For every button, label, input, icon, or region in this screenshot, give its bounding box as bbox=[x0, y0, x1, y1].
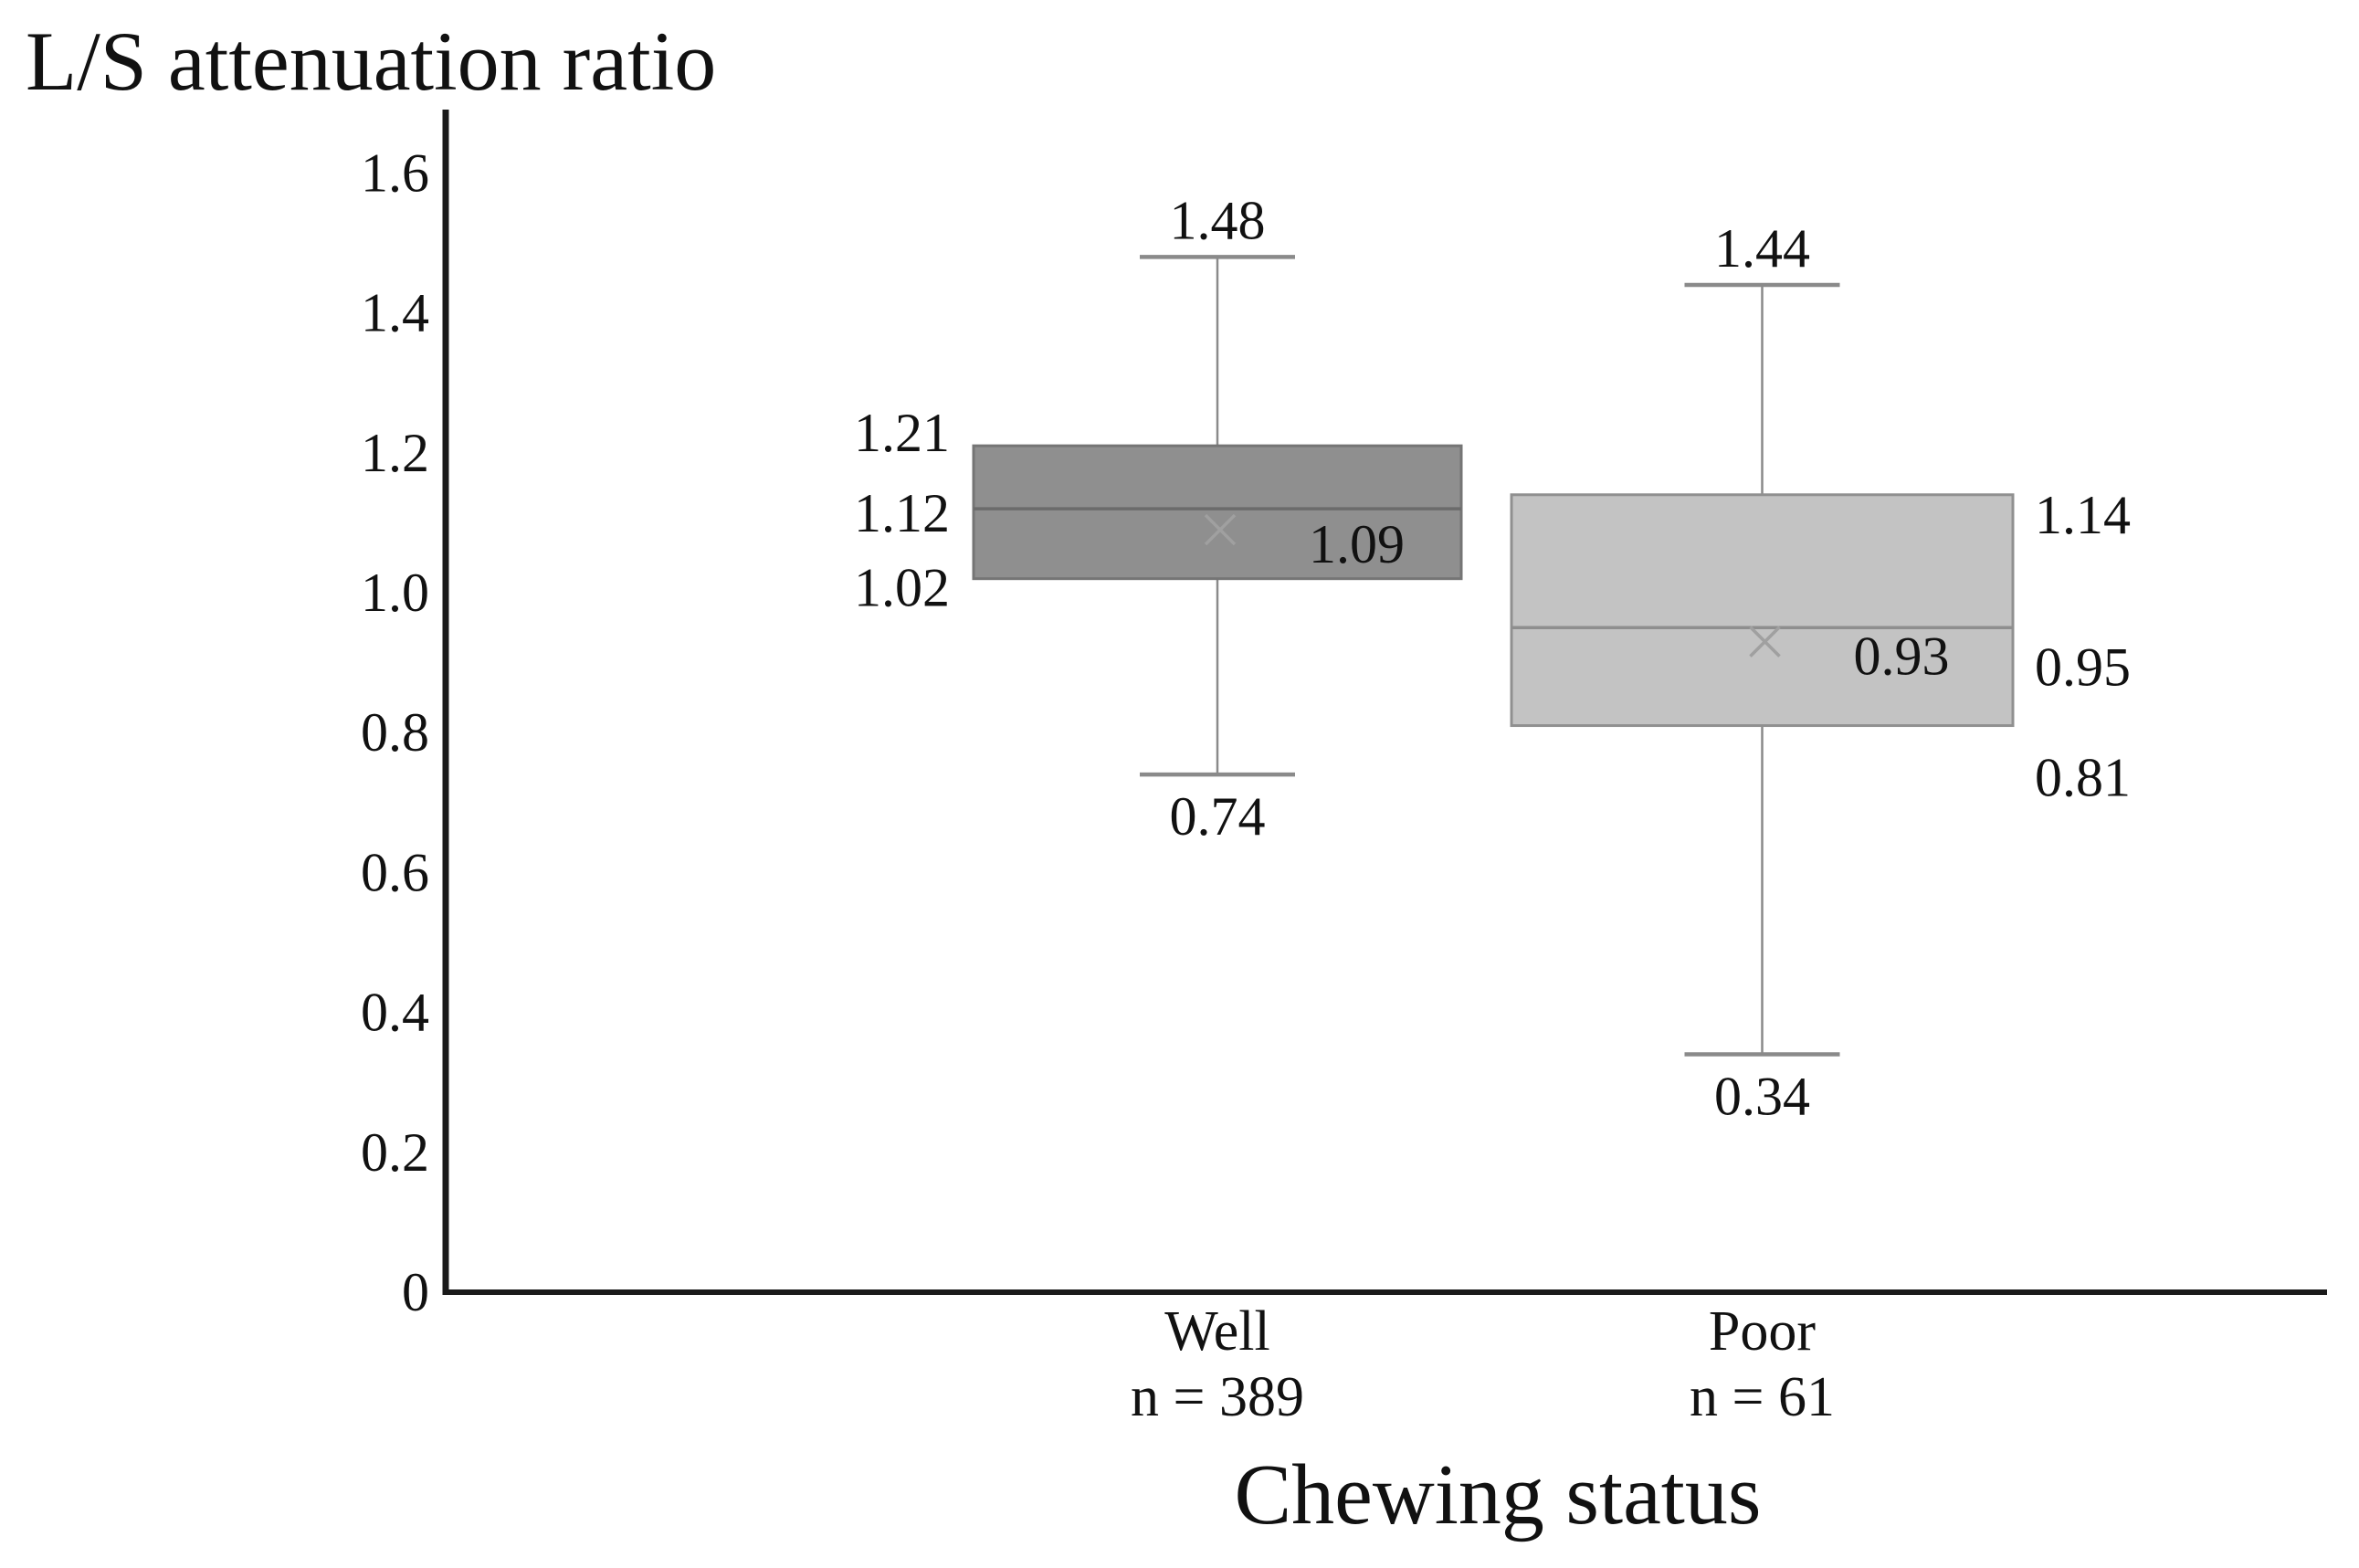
y-tick-label: 0.2 bbox=[361, 1122, 429, 1183]
mean-marker-poor bbox=[1749, 626, 1781, 658]
median-label-poor: 0.95 bbox=[2035, 637, 2131, 697]
max-label-poor: 1.44 bbox=[1714, 218, 1810, 279]
mean-marker-well bbox=[1204, 513, 1237, 546]
y-tick-label: 0.4 bbox=[361, 983, 429, 1043]
n-label-well: n = 389 bbox=[1131, 1366, 1304, 1428]
iqr-box-well bbox=[972, 444, 1463, 581]
y-tick-label: 0.8 bbox=[361, 702, 429, 763]
q1-label-well: 1.02 bbox=[854, 558, 950, 618]
y-tick-label: 1.6 bbox=[361, 142, 429, 203]
q3-label-poor: 1.14 bbox=[2035, 485, 2131, 545]
category-label-poor: Poor bbox=[1709, 1300, 1816, 1363]
plot-area: 1.6 1.4 1.2 1.0 0.8 0.6 0.4 0.2 0 1.09 1.48 0.74 1.2… bbox=[361, 110, 2327, 1428]
y-tick-label: 1.0 bbox=[361, 563, 429, 623]
chart-title: L/S attenuation ratio bbox=[26, 15, 716, 108]
min-label-well: 0.74 bbox=[1170, 786, 1266, 847]
category-label-well: Well bbox=[1164, 1300, 1270, 1363]
y-tick-label: 0 bbox=[402, 1262, 429, 1322]
max-label-well: 1.48 bbox=[1170, 190, 1266, 250]
y-tick-label: 1.4 bbox=[361, 283, 429, 343]
y-tick-label: 0.6 bbox=[361, 842, 429, 902]
y-tick-label: 1.2 bbox=[361, 423, 429, 483]
q3-label-well: 1.21 bbox=[854, 403, 950, 463]
mean-label-poor: 0.93 bbox=[1854, 626, 1950, 687]
iqr-box-poor bbox=[1510, 493, 2015, 728]
n-label-poor: n = 61 bbox=[1690, 1366, 1835, 1428]
mean-label-well: 1.09 bbox=[1309, 514, 1405, 574]
median-label-well: 1.12 bbox=[854, 483, 950, 543]
x-axis-title: Chewing status bbox=[1234, 1447, 1761, 1542]
q1-label-poor: 0.81 bbox=[2035, 748, 2131, 808]
min-label-poor: 0.34 bbox=[1714, 1067, 1810, 1127]
